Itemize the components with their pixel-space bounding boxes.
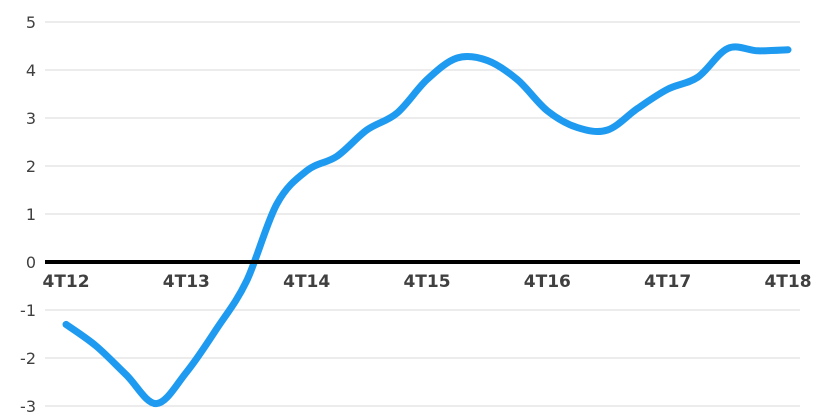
x-tick-label: 4T14 — [283, 272, 330, 292]
x-tick-label: 4T15 — [403, 272, 450, 292]
y-tick-label: -1 — [20, 301, 36, 320]
x-tick-label: 4T12 — [42, 272, 89, 292]
series-line-0 — [62, 43, 792, 408]
x-tick-label: 4T18 — [764, 272, 811, 292]
x-tick-label: 4T16 — [524, 272, 571, 292]
y-tick-label: 2 — [26, 157, 36, 176]
y-tick-label: 3 — [26, 109, 36, 128]
x-axis-ticks: 4T12 4T13 4T14 4T15 4T16 4T17 4T18 — [42, 272, 811, 292]
y-tick-label: 1 — [26, 205, 36, 224]
y-tick-label: -2 — [20, 349, 36, 368]
x-tick-label: 4T13 — [163, 272, 210, 292]
y-tick-label: 0 — [26, 253, 36, 272]
y-axis-ticks: 5 4 3 2 1 0 -1 -2 -3 — [20, 13, 36, 416]
y-tick-label: -3 — [20, 397, 36, 416]
series-lines — [62, 43, 792, 408]
x-tick-label: 4T17 — [644, 272, 691, 292]
gridlines — [45, 21, 800, 407]
y-tick-label: 5 — [26, 13, 36, 32]
y-tick-label: 4 — [26, 61, 36, 80]
